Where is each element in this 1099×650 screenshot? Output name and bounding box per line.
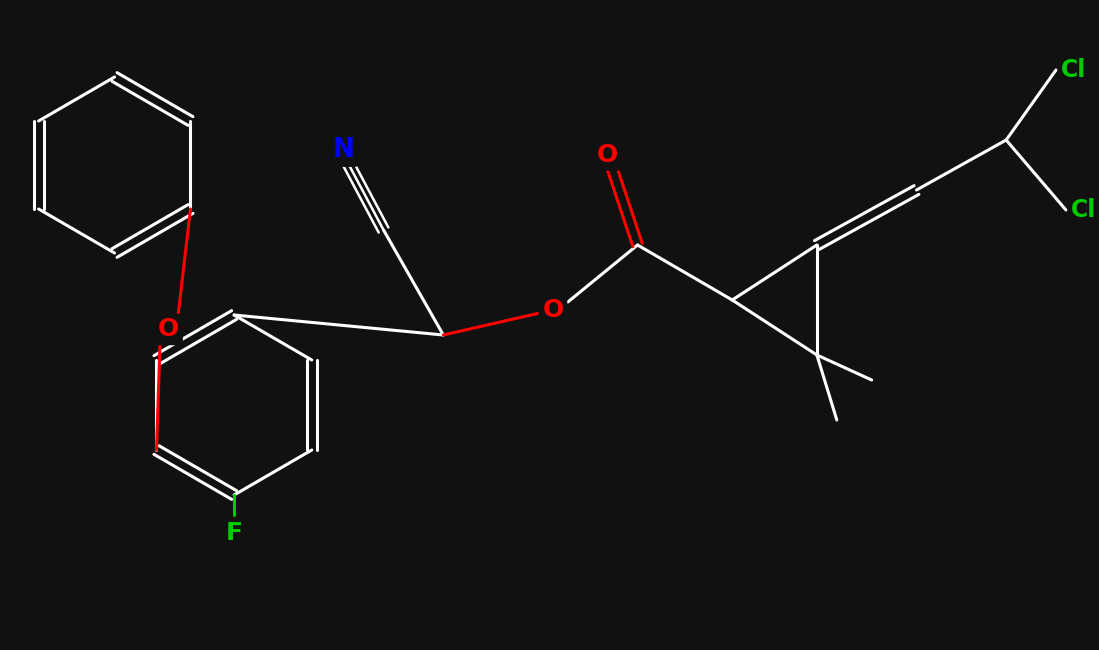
Text: Cl: Cl xyxy=(1072,198,1097,222)
Text: O: O xyxy=(597,143,619,167)
Text: F: F xyxy=(225,521,243,545)
Text: N: N xyxy=(333,137,355,163)
Text: O: O xyxy=(158,317,179,341)
Text: Cl: Cl xyxy=(1062,58,1087,82)
Text: O: O xyxy=(542,298,564,322)
